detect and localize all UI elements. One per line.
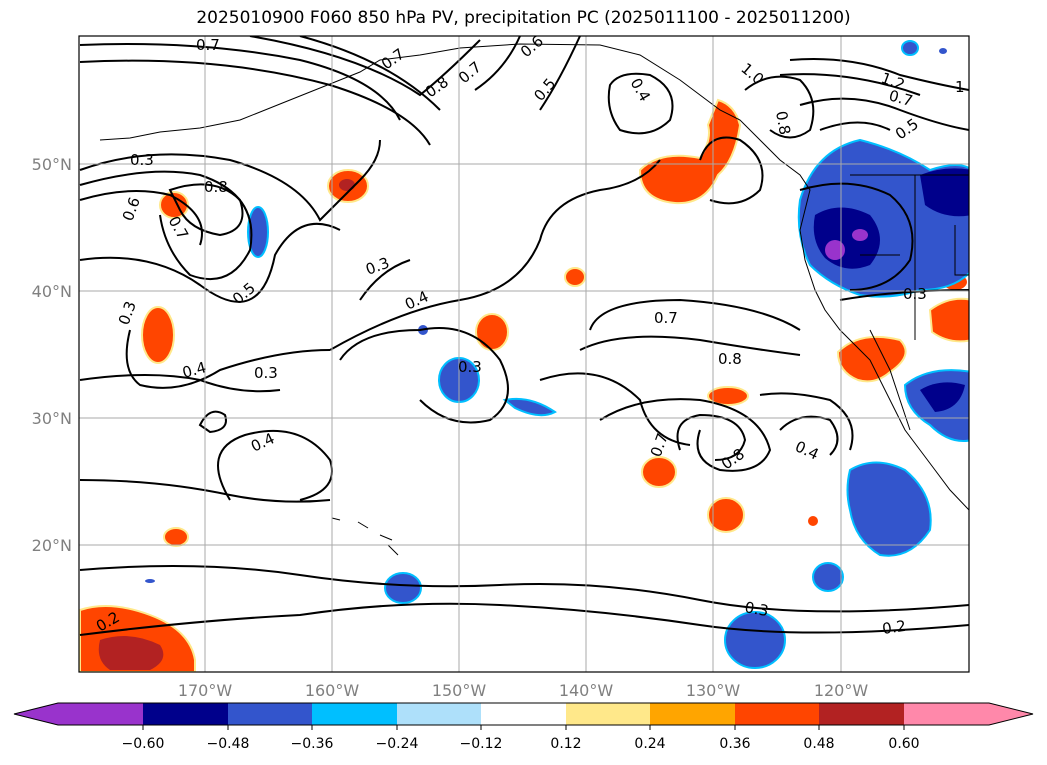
lat-label: 50°N [32,155,72,174]
contour-label: 0.3 [458,358,482,376]
colorbar: −0.60 −0.48 −0.36 −0.24 −0.12 0.12 0.24 … [13,702,1034,752]
lon-label: 130°W [686,681,741,700]
colorbar-tick-label: 0.24 [634,736,665,752]
contour-label: 0.4 [180,358,208,382]
colorbar-under-arrow [14,703,143,725]
coastlines [99,43,969,556]
contour-label: 0.3 [903,285,927,303]
contour-label: 0.8 [204,178,228,196]
contour-label: 0.8 [718,350,742,368]
colorbar-segment [228,703,312,725]
colorbar-segment [143,703,228,725]
graticule [79,36,969,672]
colorbar-over-arrow [904,703,1033,725]
precip-positive-areas [79,98,969,672]
contour-label: 0.7 [654,309,678,327]
contour-label: 0.3 [743,598,770,620]
contour-label: 0.3 [254,364,278,382]
colorbar-tick-label: 0.36 [719,736,750,752]
colorbar-segment [650,703,735,725]
contour-label: 1 [955,78,965,96]
latitude-labels: 50°N 40°N 30°N 20°N [32,155,72,555]
lon-label: 150°W [432,681,487,700]
colorbar-segment [312,703,397,725]
pv-contours [79,36,969,636]
colorbar-segment [735,703,819,725]
longitude-labels: 170°W 160°W 150°W 140°W 130°W 120°W [178,681,869,700]
colorbar-segment [566,703,650,725]
colorbar-segment [481,703,566,725]
plot-frame [78,35,970,673]
lat-label: 20°N [32,536,72,555]
contour-label: 0.7 [196,36,220,54]
colorbar-tick-label: 0.12 [550,736,581,752]
colorbar-tick-label: −0.48 [207,736,250,752]
map-title: 2025010900 F060 850 hPa PV, precipitatio… [196,8,851,28]
lon-label: 140°W [559,681,614,700]
colorbar-tick-label: −0.24 [376,736,419,752]
contour-label: 0.7 [887,86,915,110]
colorbar-tick-label: −0.12 [460,736,503,752]
colorbar-tick-label: 0.48 [803,736,834,752]
colorbar-tick-label: −0.36 [291,736,334,752]
lon-label: 160°W [305,681,360,700]
lon-label: 120°W [814,681,869,700]
colorbar-outline [13,702,1034,726]
contour-label: 0.2 [881,617,907,638]
colorbar-segment [397,703,481,725]
contour-label: 0.3 [130,151,154,169]
lat-label: 30°N [32,409,72,428]
colorbar-tick-label: −0.60 [122,736,165,752]
lon-label: 170°W [178,681,233,700]
contour-label: 0.8 [772,110,794,137]
colorbar-segment [819,703,904,725]
colorbar-tick-label: 0.60 [888,736,919,752]
lat-label: 40°N [32,282,72,301]
